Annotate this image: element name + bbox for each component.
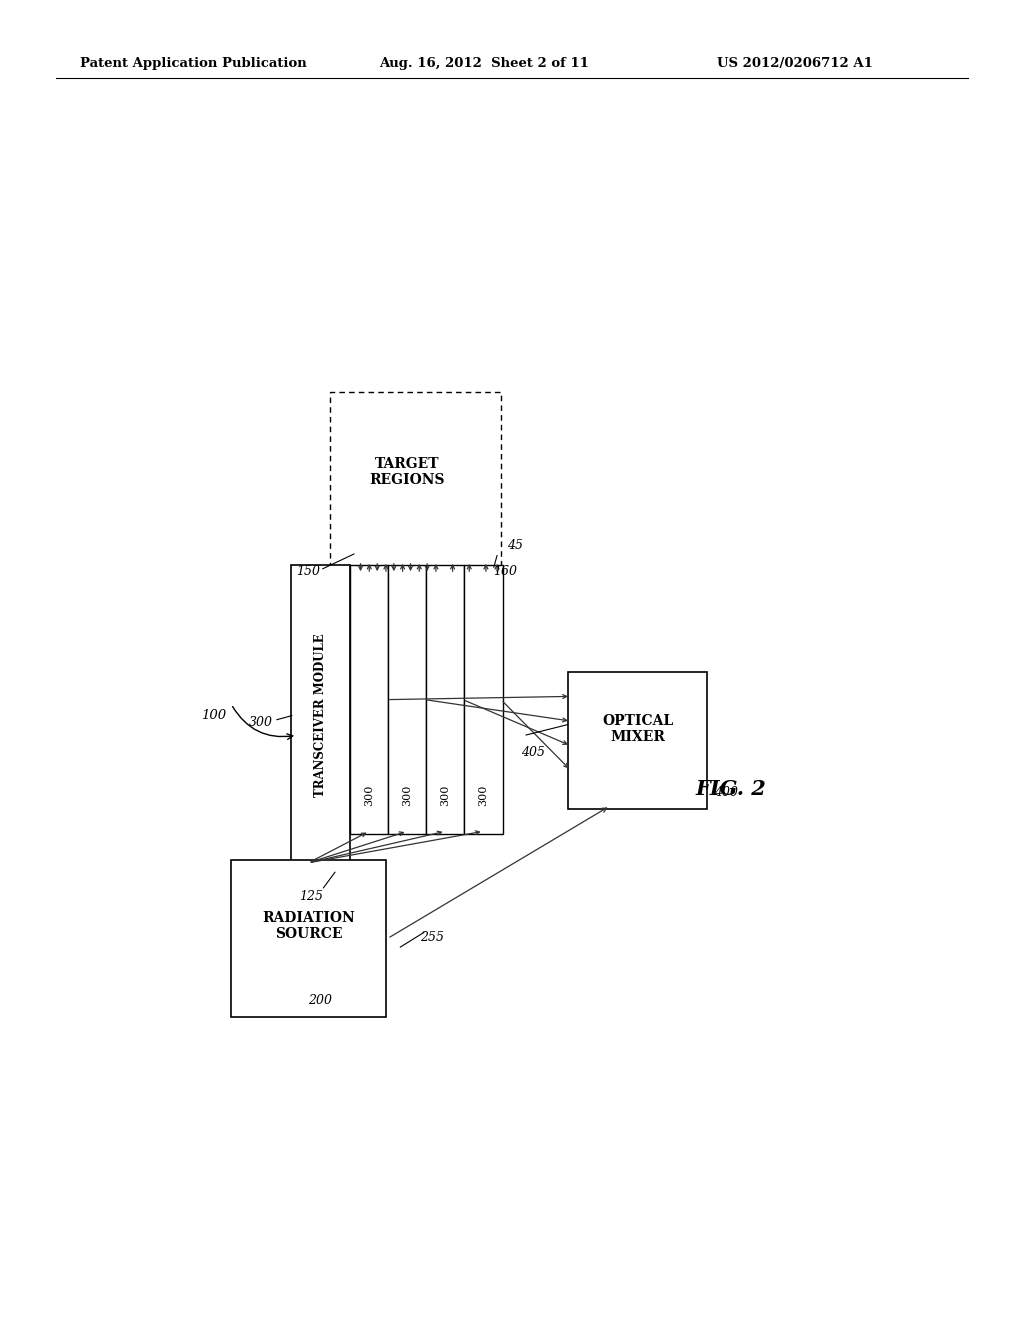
- Text: 300: 300: [478, 784, 488, 805]
- Text: 150: 150: [296, 565, 321, 578]
- Text: 45: 45: [507, 539, 523, 552]
- Bar: [388, 565, 426, 834]
- Text: 300: 300: [402, 784, 413, 805]
- Text: OPTICAL
MIXER: OPTICAL MIXER: [602, 714, 674, 744]
- Text: 300: 300: [440, 784, 451, 805]
- Text: 300: 300: [249, 715, 272, 729]
- Text: TRANSCEIVER MODULE: TRANSCEIVER MODULE: [314, 634, 327, 797]
- Bar: [291, 565, 350, 865]
- Text: TARGET
REGIONS: TARGET REGIONS: [370, 457, 444, 487]
- Text: 255: 255: [420, 931, 444, 944]
- Text: 125: 125: [299, 891, 324, 903]
- Bar: [465, 565, 503, 834]
- Text: 200: 200: [308, 994, 333, 1007]
- Text: Aug. 16, 2012  Sheet 2 of 11: Aug. 16, 2012 Sheet 2 of 11: [379, 58, 589, 70]
- Text: Patent Application Publication: Patent Application Publication: [80, 58, 306, 70]
- Text: 300: 300: [365, 784, 374, 805]
- Bar: [331, 392, 501, 570]
- Text: 400: 400: [714, 785, 737, 799]
- Bar: [350, 565, 388, 834]
- Bar: [568, 672, 708, 809]
- Text: 100: 100: [201, 709, 226, 722]
- Text: US 2012/0206712 A1: US 2012/0206712 A1: [717, 58, 872, 70]
- Bar: [426, 565, 465, 834]
- Text: RADIATION
SOURCE: RADIATION SOURCE: [262, 911, 355, 941]
- Text: FIG. 2: FIG. 2: [695, 779, 767, 799]
- Text: 405: 405: [521, 746, 545, 759]
- Bar: [231, 859, 386, 1018]
- Text: 160: 160: [494, 565, 517, 578]
